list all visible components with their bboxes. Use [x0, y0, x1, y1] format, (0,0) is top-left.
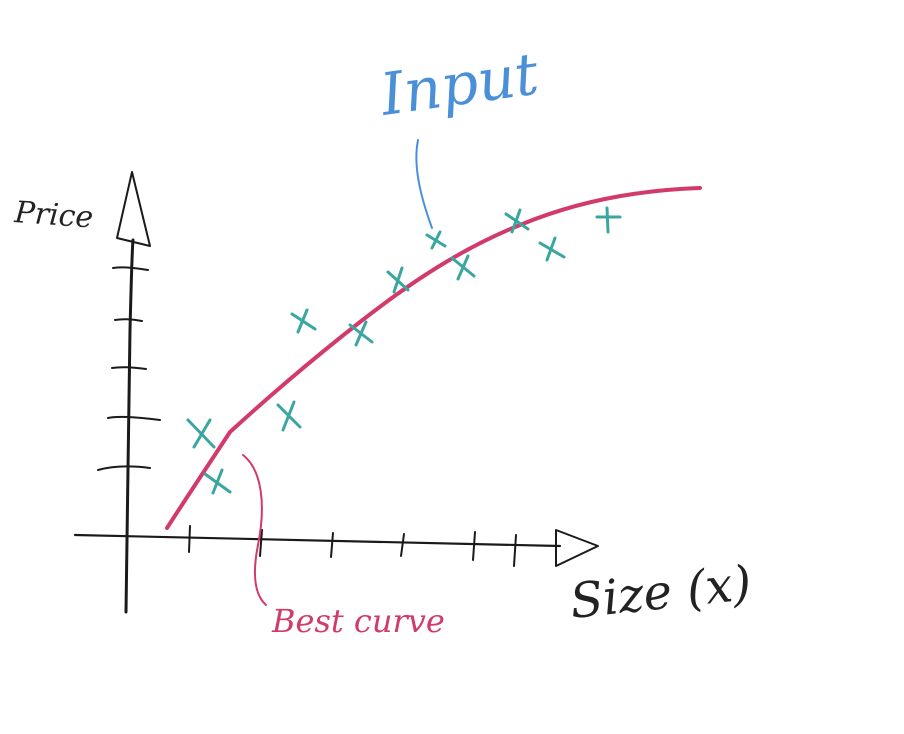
- y-axis-arrow-icon: [116, 171, 151, 247]
- x-axis-label: Size (x): [567, 555, 754, 630]
- best-curve-pointer-line: [242, 454, 267, 606]
- data-point-cross-icon: [348, 320, 374, 347]
- y-axis-label: Price: [12, 195, 94, 235]
- y-tick: [112, 266, 149, 271]
- y-tick: [111, 366, 147, 370]
- y-tick: [107, 415, 161, 421]
- data-points: [186, 206, 622, 495]
- x-tick: [513, 534, 517, 567]
- input-label: Input: [375, 39, 543, 129]
- x-axis: [73, 525, 599, 567]
- data-point-cross-icon: [276, 400, 302, 432]
- x-tick: [188, 525, 191, 553]
- data-point-cross-icon: [538, 236, 566, 262]
- y-axis: [97, 171, 161, 614]
- best-curve-label: Best curve: [271, 602, 445, 640]
- data-point-cross-icon: [595, 206, 622, 234]
- y-axis-line: [124, 238, 135, 614]
- x-axis-arrow-icon: [555, 529, 599, 567]
- data-point-cross-icon: [425, 230, 447, 250]
- data-point-cross-icon: [290, 308, 317, 334]
- x-tick: [330, 532, 334, 558]
- data-point-cross-icon: [203, 468, 232, 495]
- data-point-cross-icon: [450, 254, 476, 281]
- y-tick: [114, 318, 143, 322]
- data-point-cross-icon: [386, 266, 410, 294]
- input-pointer-line: [415, 139, 433, 229]
- x-tick: [259, 529, 263, 557]
- data-point-cross-icon: [186, 418, 216, 449]
- data-point-cross-icon: [504, 208, 530, 234]
- x-tick: [400, 533, 405, 557]
- x-axis-line: [73, 533, 562, 548]
- best-curve: [165, 186, 702, 530]
- x-tick: [472, 531, 476, 561]
- y-tick: [97, 465, 151, 471]
